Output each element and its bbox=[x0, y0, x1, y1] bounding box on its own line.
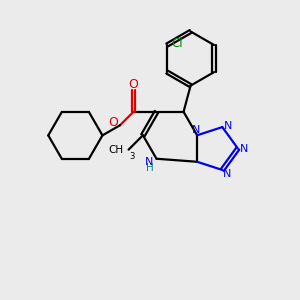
Text: O: O bbox=[109, 116, 118, 129]
Text: N: N bbox=[240, 143, 249, 154]
Text: N: N bbox=[224, 121, 232, 130]
Text: O: O bbox=[128, 78, 138, 91]
Text: N: N bbox=[223, 169, 231, 179]
Text: CH: CH bbox=[108, 145, 123, 155]
Text: 3: 3 bbox=[129, 152, 134, 161]
Text: Cl: Cl bbox=[172, 37, 183, 50]
Text: N: N bbox=[192, 125, 201, 135]
Text: N: N bbox=[145, 157, 153, 167]
Text: H: H bbox=[146, 163, 154, 173]
